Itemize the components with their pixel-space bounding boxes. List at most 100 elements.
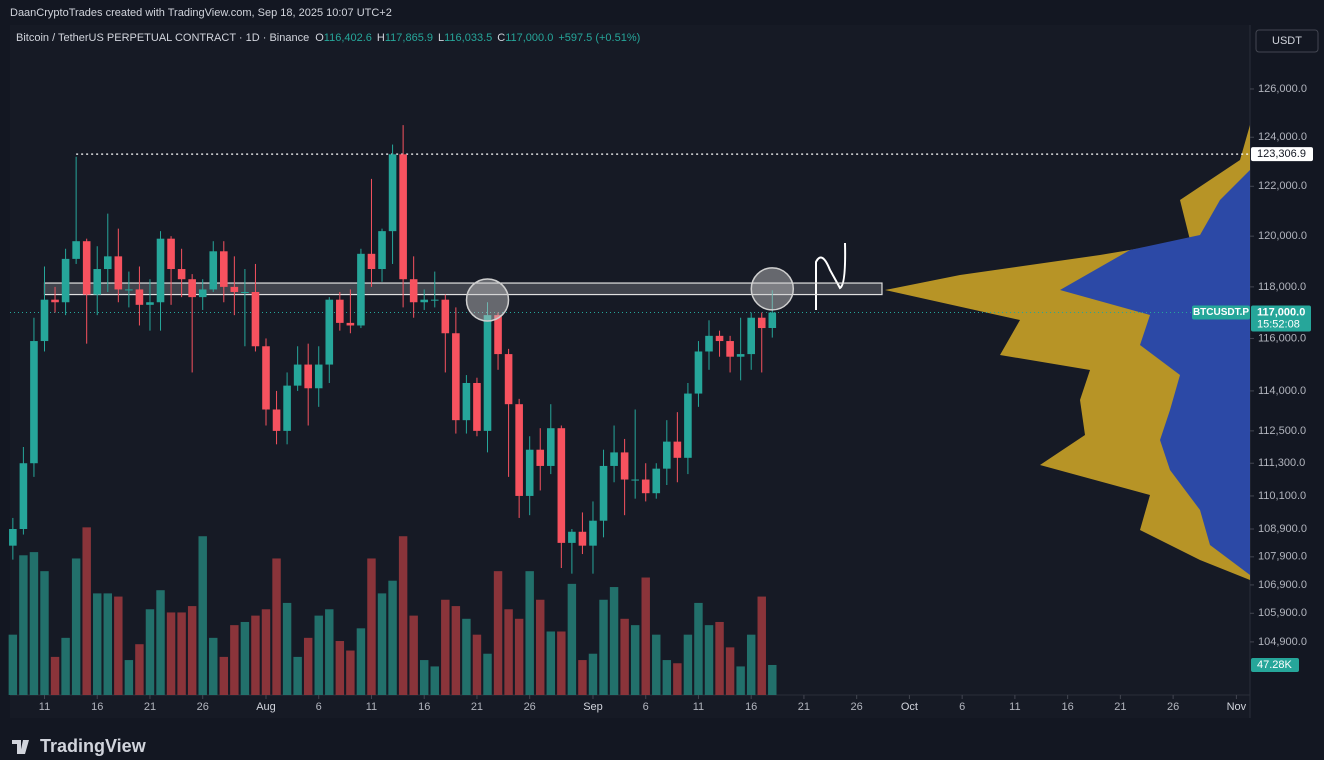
volume-bar — [40, 571, 49, 695]
candle-body — [293, 364, 302, 386]
volume-bar — [187, 606, 197, 695]
volume-bar — [240, 621, 250, 695]
candle-body — [188, 279, 196, 298]
volume-bar — [8, 634, 18, 695]
volume-bar — [314, 615, 323, 695]
candle-body — [135, 289, 144, 305]
candle-body — [399, 154, 407, 280]
candle-body — [726, 341, 734, 357]
volume-bar — [694, 602, 703, 695]
x-tick-label: 11 — [693, 701, 704, 713]
candle-body — [599, 465, 608, 521]
legend-key: C — [497, 32, 505, 44]
volume-bar — [578, 660, 587, 695]
volume-bar — [609, 587, 619, 695]
candle-body — [631, 479, 639, 481]
y-tick-label: 114,000.0 — [1258, 385, 1306, 397]
candle-body — [325, 299, 334, 365]
ath-tag — [1251, 147, 1313, 162]
candle-body — [546, 428, 555, 466]
scribble — [815, 242, 847, 310]
candle-body — [82, 241, 91, 295]
ath-tag-label: 123,306.9 — [1257, 148, 1306, 160]
volume-bar — [525, 571, 534, 695]
volume-tag — [1251, 657, 1299, 672]
candle-body — [51, 299, 59, 303]
volume-bar — [19, 555, 28, 695]
candle-body — [72, 241, 80, 259]
volume-tag-label: 47.28K — [1257, 659, 1293, 671]
x-tick-label: 11 — [39, 701, 50, 713]
legend-key: L — [438, 32, 444, 44]
candle-body — [620, 452, 629, 480]
candle-body — [663, 441, 671, 469]
x-tick-label: 21 — [144, 701, 156, 713]
brand-logo — [12, 740, 29, 754]
candle-body — [441, 299, 450, 334]
x-tick-label: Aug — [256, 701, 276, 713]
candle-body — [336, 299, 344, 323]
volume-bar — [114, 596, 123, 695]
candle-body — [768, 312, 777, 328]
volume-bar — [93, 593, 102, 695]
candle-body — [283, 385, 291, 431]
circle-annotation — [465, 278, 510, 322]
candle-body — [198, 289, 207, 298]
candle-body — [568, 531, 576, 543]
volume-bar — [546, 631, 556, 695]
x-tick-label: 6 — [643, 701, 649, 713]
volume-bar — [715, 621, 724, 695]
volume-bar — [430, 666, 439, 695]
volume-bar — [557, 631, 566, 695]
volume-bar — [536, 599, 545, 695]
last-price-label: 117,000.0 — [1257, 306, 1305, 318]
volume-bar — [209, 637, 218, 695]
candle-body — [230, 286, 239, 292]
candle-body — [641, 479, 650, 494]
candle-body — [314, 364, 323, 389]
volume-bar — [325, 609, 334, 695]
x-tick-label: 16 — [418, 701, 430, 713]
candle-body — [684, 393, 692, 458]
x-tick-label: 26 — [197, 701, 209, 713]
volume-bar — [483, 653, 492, 695]
volume-bar — [704, 625, 714, 695]
candle-body — [483, 315, 492, 431]
volume-bar — [124, 660, 134, 695]
x-tick-label: Oct — [901, 701, 918, 713]
volume-bar — [746, 634, 756, 695]
candle-body — [146, 302, 154, 305]
x-tick-label: 16 — [1062, 701, 1074, 713]
candle-body — [209, 251, 218, 290]
volume-bar — [145, 609, 155, 695]
y-tick-label: 126,000.0 — [1258, 83, 1307, 95]
candle-body — [557, 428, 566, 543]
volume-bar — [567, 583, 577, 695]
volume-bar — [736, 666, 745, 695]
volume-bar — [451, 606, 461, 695]
candle-body — [125, 289, 133, 291]
volume-bar — [409, 615, 418, 695]
profile-outer — [885, 125, 1250, 580]
x-tick-label: 26 — [524, 701, 536, 713]
countdown: 15:52:08 — [1257, 318, 1300, 330]
candle-body — [736, 354, 745, 357]
candle-body — [262, 346, 270, 410]
candle-body — [30, 341, 38, 464]
volume-bar — [293, 656, 302, 695]
volume-bar — [230, 625, 239, 695]
legend-change: +597.5 (+0.51%) — [558, 32, 640, 44]
candle-body — [9, 529, 17, 546]
candle-body — [589, 520, 597, 546]
candle-body — [673, 441, 682, 458]
volume-bar — [588, 653, 598, 695]
candle-body — [114, 256, 123, 290]
volume-bar — [388, 580, 397, 695]
candle-body — [167, 238, 175, 270]
candle-body — [220, 251, 228, 287]
candle-body — [409, 279, 418, 303]
y-tick-label: 118,000.0 — [1258, 281, 1306, 293]
candle-body — [610, 452, 618, 466]
volume-bar — [472, 634, 482, 695]
